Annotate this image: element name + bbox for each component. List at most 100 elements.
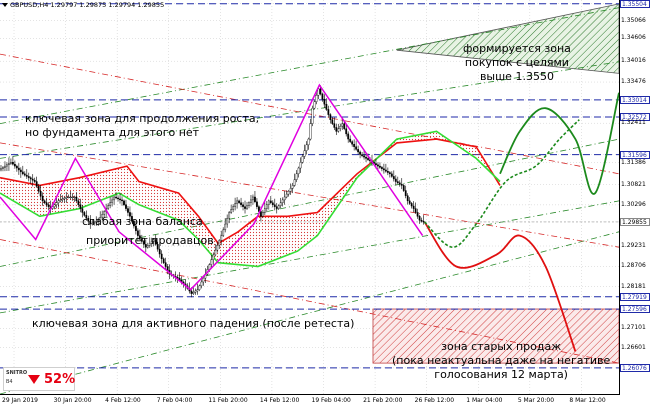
candle-body <box>119 198 121 201</box>
candle-body <box>277 205 280 209</box>
candle-body <box>121 199 123 202</box>
cloud-green-line <box>0 130 501 268</box>
candle-body <box>420 219 423 222</box>
candle-body <box>357 149 360 153</box>
price-tick-label: 1.33476 <box>621 78 646 86</box>
candle-body <box>361 154 363 156</box>
candle-body <box>359 151 361 155</box>
price-tick-label: 1.35504 <box>620 0 650 8</box>
candle-body <box>23 173 26 176</box>
candle-body <box>347 133 350 140</box>
candle-body <box>267 200 270 205</box>
candle-body <box>313 101 316 109</box>
candle-body <box>136 230 139 236</box>
channel-line-red <box>0 239 619 364</box>
candle-body <box>152 239 155 242</box>
time-tick-label: 29 Jan 2019 <box>2 397 38 404</box>
candle-body <box>240 202 242 205</box>
candle-body <box>293 179 296 186</box>
candle-body <box>331 119 334 124</box>
candle-body <box>158 248 161 255</box>
candle-body <box>351 141 354 145</box>
channel-line-red <box>0 53 619 175</box>
candle-body <box>230 209 233 213</box>
candle-body <box>133 220 135 227</box>
candle-body <box>73 196 76 199</box>
candle-body <box>224 223 227 231</box>
candle-body <box>59 199 62 202</box>
candle-body <box>222 229 225 236</box>
candle-body <box>285 193 288 198</box>
candle-body <box>234 203 237 207</box>
candle-body <box>287 191 290 195</box>
candle-body <box>256 201 258 207</box>
candle-body <box>329 114 332 120</box>
candle-body <box>367 158 369 160</box>
candle-body <box>142 241 145 245</box>
candle-body <box>63 197 66 200</box>
annotation-weak-balance: слабая зона баланса <box>82 215 203 228</box>
candle-body <box>11 162 14 165</box>
candle-body <box>146 245 149 248</box>
candle-body <box>79 204 82 209</box>
candle-body <box>275 206 278 209</box>
candle-body <box>25 174 28 177</box>
candle-body <box>254 196 256 203</box>
candle-body <box>198 285 201 290</box>
candle-body <box>107 205 110 209</box>
candle-body <box>379 165 381 168</box>
price-tick-label: 1.32411 <box>621 119 646 127</box>
price-tick-label: 1.30296 <box>621 200 646 208</box>
candle-body <box>190 290 193 294</box>
time-tick-label: 21 Feb 20:00 <box>363 397 403 404</box>
time-tick-label: 26 Feb 12:00 <box>414 397 455 404</box>
annotation-key-fall: ключевая зона для активного падения (пос… <box>32 317 355 330</box>
candle-body <box>412 205 415 209</box>
candle-body <box>29 177 32 180</box>
candle-body <box>35 181 38 187</box>
candle-body <box>202 277 205 283</box>
price-tick-label: 1.29231 <box>621 242 646 250</box>
candle-body <box>129 212 131 217</box>
candle-body <box>365 156 367 159</box>
candle-body <box>164 262 167 267</box>
candle-body <box>315 95 318 102</box>
candle-body <box>0 168 2 171</box>
sentiment-widget: SNITRO B4 52% <box>3 367 75 391</box>
candle-body <box>113 196 115 201</box>
candle-body <box>47 204 50 207</box>
candle-body <box>321 93 324 100</box>
candle-body <box>327 109 330 115</box>
candle-body <box>15 165 18 169</box>
candle-body <box>196 289 199 292</box>
channel-line-green <box>0 7 619 124</box>
candle-body <box>246 205 248 209</box>
price-tick-label: 1.29855 <box>620 217 650 226</box>
candle-body <box>269 200 272 203</box>
candle-body <box>299 162 302 169</box>
zigzag-line <box>0 83 424 291</box>
channel-line-red <box>0 142 619 248</box>
candle-body <box>103 211 106 215</box>
candle-body <box>144 244 147 248</box>
symbol-dropdown-icon[interactable] <box>2 3 8 7</box>
candle-body <box>156 244 159 250</box>
zones <box>372 3 619 364</box>
candle-body <box>232 206 235 210</box>
candle-body <box>214 249 217 256</box>
price-tick-label: 1.34606 <box>621 34 646 42</box>
candle-body <box>406 195 409 202</box>
forecast <box>423 92 619 352</box>
candle-body <box>8 163 10 166</box>
price-tick-label: 1.31386 <box>621 158 646 166</box>
annotation-buy-zone: формируется зона покупок с целями выше 1… <box>463 42 571 83</box>
price-tick-label: 1.26076 <box>620 363 650 372</box>
annotation-old-sales: зона старых продаж (пока неактуальна даж… <box>392 340 611 381</box>
candle-body <box>101 214 104 218</box>
channel-line-green <box>0 200 619 314</box>
candle-body <box>319 88 322 95</box>
candle-body <box>408 200 411 204</box>
candle-body <box>410 203 413 207</box>
candle-body <box>353 144 356 147</box>
